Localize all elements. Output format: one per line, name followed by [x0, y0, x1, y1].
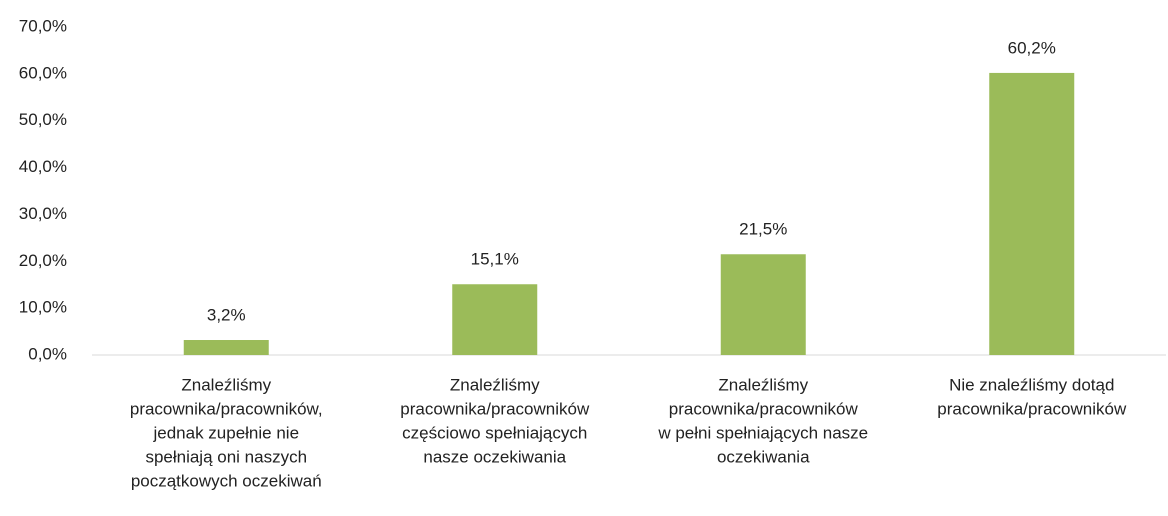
bar — [452, 284, 538, 355]
y-tick-label: 0,0% — [28, 344, 67, 363]
x-tick-label: Nie znaleźliśmy dotąd — [949, 375, 1114, 394]
y-tick-label: 30,0% — [19, 204, 67, 223]
bar — [989, 72, 1075, 356]
y-tick-label: 60,0% — [19, 63, 67, 82]
x-tick-label: nasze oczekiwania — [423, 447, 566, 466]
x-tick-label: pracownika/pracowników — [937, 399, 1127, 418]
value-label: 15,1% — [471, 250, 519, 269]
y-tick-label: 50,0% — [19, 110, 67, 129]
value-label: 21,5% — [739, 220, 787, 239]
x-tick-label: w pełni spełniających nasze — [657, 423, 868, 442]
value-label: 3,2% — [207, 305, 246, 324]
x-tick-label: jednak zupełnie nie — [152, 423, 299, 442]
y-tick-label: 20,0% — [19, 251, 67, 270]
x-tick-label: spełniają oni naszych — [145, 447, 307, 466]
x-tick-label: pracownika/pracowników — [400, 399, 590, 418]
y-tick-label: 70,0% — [19, 16, 67, 35]
x-tick-label: Znaleźliśmy — [450, 375, 540, 394]
y-tick-label: 10,0% — [19, 298, 67, 317]
y-tick-label: 40,0% — [19, 157, 67, 176]
x-tick-label: pracownika/pracowników, — [130, 399, 323, 418]
x-tick-label: częściowo spełniających — [402, 423, 587, 442]
x-tick-label: Znaleźliśmy — [181, 375, 271, 394]
value-label: 60,2% — [1008, 38, 1056, 57]
x-tick-label: początkowych oczekiwań — [131, 471, 322, 490]
bar — [720, 254, 806, 355]
x-tick-label: pracownika/pracowników — [669, 399, 859, 418]
x-tick-label: Znaleźliśmy — [718, 375, 808, 394]
x-tick-label: oczekiwania — [717, 447, 810, 466]
bar — [183, 340, 269, 355]
